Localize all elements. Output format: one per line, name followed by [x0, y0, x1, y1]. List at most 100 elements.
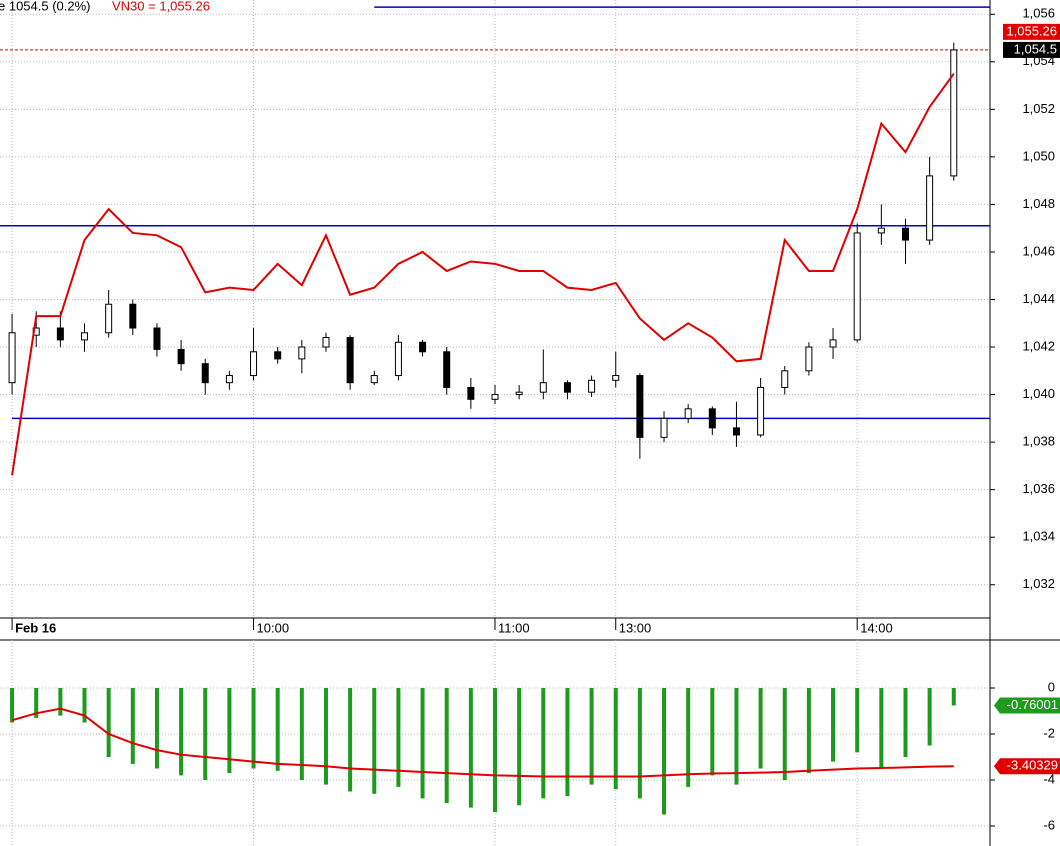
bar: [903, 687, 908, 757]
bar: [203, 687, 208, 780]
candle-body: [250, 351, 258, 377]
value-marker-label: -0.76001: [1007, 697, 1058, 712]
bar: [879, 687, 884, 769]
bar: [179, 687, 184, 776]
candle-body: [612, 375, 620, 381]
x-tick-label: 13:00: [619, 620, 652, 635]
bar: [348, 687, 353, 792]
candle-body: [588, 379, 596, 393]
y-tick-label: 1,040: [1022, 386, 1055, 401]
candle-body: [443, 351, 451, 388]
candle-body: [274, 351, 282, 360]
candle-body: [805, 346, 813, 372]
bar: [686, 687, 691, 787]
y-tick-label: 1,036: [1022, 481, 1055, 496]
line: [11, 707, 954, 778]
candle-body: [105, 303, 113, 334]
y-tick-label: 1,048: [1022, 196, 1055, 211]
bar: [493, 687, 497, 813]
y-tick-label: -4: [1043, 771, 1055, 786]
bar: [565, 687, 570, 797]
candle-body: [853, 232, 861, 341]
bar: [299, 687, 304, 780]
candle-body: [563, 382, 571, 393]
bar: [396, 687, 401, 787]
value-marker-box: [994, 758, 1060, 775]
candle-body: [56, 327, 64, 341]
bar: [420, 687, 425, 799]
y-tick-label: 1,038: [1022, 434, 1055, 449]
candle-body: [225, 375, 233, 384]
candle-body: [491, 394, 499, 400]
candle-body: [153, 327, 161, 350]
bar: [662, 687, 667, 815]
y-tick-label: 1,050: [1022, 148, 1055, 163]
bar: [734, 687, 739, 785]
candle-body: [515, 391, 523, 396]
candle-body: [346, 337, 354, 384]
bar: [10, 687, 15, 723]
bar: [106, 687, 111, 757]
bar: [34, 687, 39, 718]
bar: [323, 687, 328, 785]
bar: [541, 687, 546, 799]
price-marker-label: 1,055.26: [1006, 23, 1057, 38]
candle-body: [708, 408, 716, 429]
y-tick-label: 0: [1048, 679, 1055, 694]
x-tick-label: 10:00: [257, 620, 290, 635]
candle-body: [950, 49, 958, 177]
bar: [710, 687, 715, 776]
x-tick-label: Feb 16: [15, 620, 56, 635]
candle-body: [829, 339, 837, 348]
y-tick-label: -6: [1043, 817, 1055, 832]
candle-body: [684, 408, 692, 419]
bar: [927, 687, 932, 746]
bar: [637, 687, 642, 799]
bar: [154, 687, 159, 769]
candle-body: [419, 341, 427, 353]
bar: [58, 687, 63, 716]
bar: [82, 687, 87, 723]
bar: [855, 687, 860, 753]
candle-body: [298, 346, 306, 360]
candle-body: [81, 332, 89, 341]
legend-text: e 1054.5 (0.2%): [0, 0, 91, 13]
x-tick-label: 11:00: [498, 620, 530, 635]
candle-body: [8, 332, 16, 384]
candle-body: [201, 363, 209, 384]
candle-body: [660, 417, 668, 438]
bar: [589, 687, 594, 785]
y-tick-label: 1,056: [1022, 6, 1055, 21]
candle-body: [901, 227, 909, 241]
bar: [130, 687, 135, 764]
bar: [227, 687, 232, 774]
bar: [251, 687, 256, 769]
y-tick-label: 1,042: [1022, 338, 1055, 353]
bar: [806, 687, 811, 774]
candle-body: [539, 382, 547, 393]
bar: [468, 687, 473, 808]
overlay-line: [11, 73, 955, 476]
value-marker-label: -3.40329: [1007, 758, 1058, 773]
y-tick-label: 1,046: [1022, 243, 1055, 258]
y-tick-label: 1,034: [1022, 529, 1055, 544]
bar: [951, 687, 956, 706]
bar: [372, 687, 377, 794]
candle-body: [781, 370, 789, 388]
legend-overlay: VN30 = 1,055.26: [112, 0, 210, 13]
bar: [613, 687, 618, 790]
value-marker-box: [994, 697, 1060, 714]
bar: [782, 687, 787, 780]
bar: [517, 687, 522, 806]
candle-body: [370, 375, 378, 384]
price-marker-box: [1003, 41, 1060, 58]
y-tick-label: 1,044: [1022, 291, 1055, 306]
candle-body: [757, 386, 765, 436]
candle-body: [926, 175, 934, 241]
candle-body: [177, 348, 185, 365]
candle-body: [467, 386, 475, 400]
bar: [758, 687, 763, 769]
candle-body: [732, 427, 740, 436]
